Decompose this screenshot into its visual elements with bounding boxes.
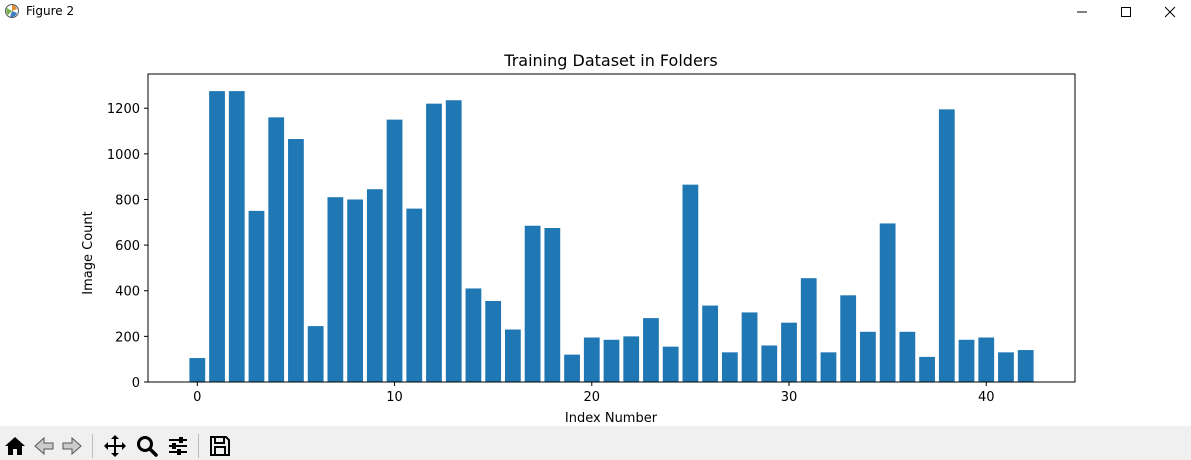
maximize-icon — [1121, 7, 1131, 17]
y-tick-label: 200 — [115, 330, 140, 345]
bar-26 — [702, 305, 719, 382]
bar-40 — [978, 337, 995, 382]
matplotlib-figure-icon — [4, 3, 20, 19]
bar-19 — [564, 354, 580, 382]
bar-28 — [741, 312, 758, 382]
window-title: Figure 2 — [26, 4, 75, 18]
bar-18 — [544, 228, 561, 382]
bar-chart: Training Dataset in Folders 0 10 20 30 40 0 2… — [81, 51, 1076, 426]
back-icon — [34, 436, 54, 456]
pan-icon — [104, 435, 126, 457]
bar-1 — [209, 91, 225, 382]
bar-7 — [327, 197, 344, 382]
close-button[interactable] — [1147, 0, 1191, 24]
bar-31 — [800, 278, 817, 382]
x-axis-ticks: 0 10 20 30 40 — [193, 382, 995, 405]
bar-10 — [386, 119, 403, 382]
x-tick-label: 30 — [781, 390, 798, 405]
zoom-icon — [137, 436, 158, 457]
configure-subplots-button[interactable] — [165, 432, 191, 460]
bar-16 — [504, 329, 521, 382]
bar-35 — [879, 223, 896, 382]
x-tick-label: 10 — [386, 390, 403, 405]
configure-subplots-icon — [169, 437, 187, 455]
save-button[interactable] — [207, 432, 233, 460]
bar-12 — [426, 103, 442, 383]
bar-0 — [189, 358, 206, 382]
pan-button[interactable] — [102, 432, 128, 460]
bar-27 — [721, 352, 738, 382]
bar-9 — [366, 189, 383, 382]
bar-24 — [662, 346, 679, 382]
y-tick-label: 600 — [115, 239, 140, 254]
maximize-button[interactable] — [1103, 0, 1149, 24]
bar-37 — [919, 356, 935, 382]
bar-42 — [1017, 350, 1034, 382]
bar-15 — [485, 301, 502, 382]
bars-group — [189, 91, 1034, 383]
y-tick-label: 1000 — [107, 148, 140, 163]
forward-button[interactable] — [59, 432, 85, 460]
bar-2 — [228, 91, 245, 382]
back-button[interactable] — [31, 432, 57, 460]
bar-13 — [445, 100, 462, 383]
close-icon — [1164, 6, 1176, 18]
y-axis-ticks: 0 200 400 600 800 1000 1200 — [107, 102, 148, 391]
x-tick-label: 20 — [584, 390, 601, 405]
bar-14 — [465, 288, 482, 382]
bar-39 — [958, 339, 975, 382]
minimize-icon — [1077, 11, 1087, 13]
axes-frame — [147, 73, 1076, 383]
y-tick-label: 1200 — [107, 102, 140, 117]
save-icon — [210, 436, 230, 456]
toolbar-separator — [92, 434, 93, 458]
bar-5 — [288, 139, 304, 382]
bar-22 — [623, 336, 640, 382]
bar-21 — [603, 339, 620, 382]
y-tick-label: 800 — [115, 193, 140, 208]
bar-33 — [840, 295, 857, 382]
bar-6 — [307, 326, 324, 382]
bar-11 — [406, 208, 423, 382]
home-icon — [5, 437, 25, 455]
bar-38 — [938, 109, 955, 382]
title-bar: Figure 2 — [0, 0, 1191, 24]
minimize-button[interactable] — [1059, 0, 1105, 24]
bar-3 — [248, 210, 265, 382]
toolbar-separator — [198, 434, 199, 458]
navigation-toolbar — [0, 426, 1191, 460]
bar-17 — [524, 225, 541, 382]
bar-29 — [761, 345, 778, 382]
bar-23 — [643, 318, 659, 382]
x-tick-label: 0 — [193, 390, 201, 405]
forward-icon — [62, 436, 82, 456]
home-button[interactable] — [2, 432, 28, 460]
y-tick-label: 0 — [132, 376, 140, 391]
bar-4 — [268, 117, 285, 382]
y-tick-label: 400 — [115, 285, 140, 300]
bar-41 — [998, 352, 1014, 382]
x-axis-label: Index Number — [565, 411, 658, 426]
bar-20 — [583, 337, 600, 382]
bar-34 — [860, 331, 876, 382]
figure-canvas[interactable]: Training Dataset in Folders 0 10 20 30 40 0 2… — [0, 24, 1191, 426]
y-axis-label: Image Count — [81, 211, 96, 294]
zoom-button[interactable] — [134, 432, 160, 460]
x-tick-label: 40 — [978, 390, 995, 405]
bar-32 — [820, 352, 837, 382]
bar-25 — [682, 184, 699, 382]
bar-30 — [781, 322, 797, 382]
bar-36 — [899, 331, 916, 382]
chart-title: Training Dataset in Folders — [503, 51, 717, 70]
bar-8 — [347, 199, 363, 382]
